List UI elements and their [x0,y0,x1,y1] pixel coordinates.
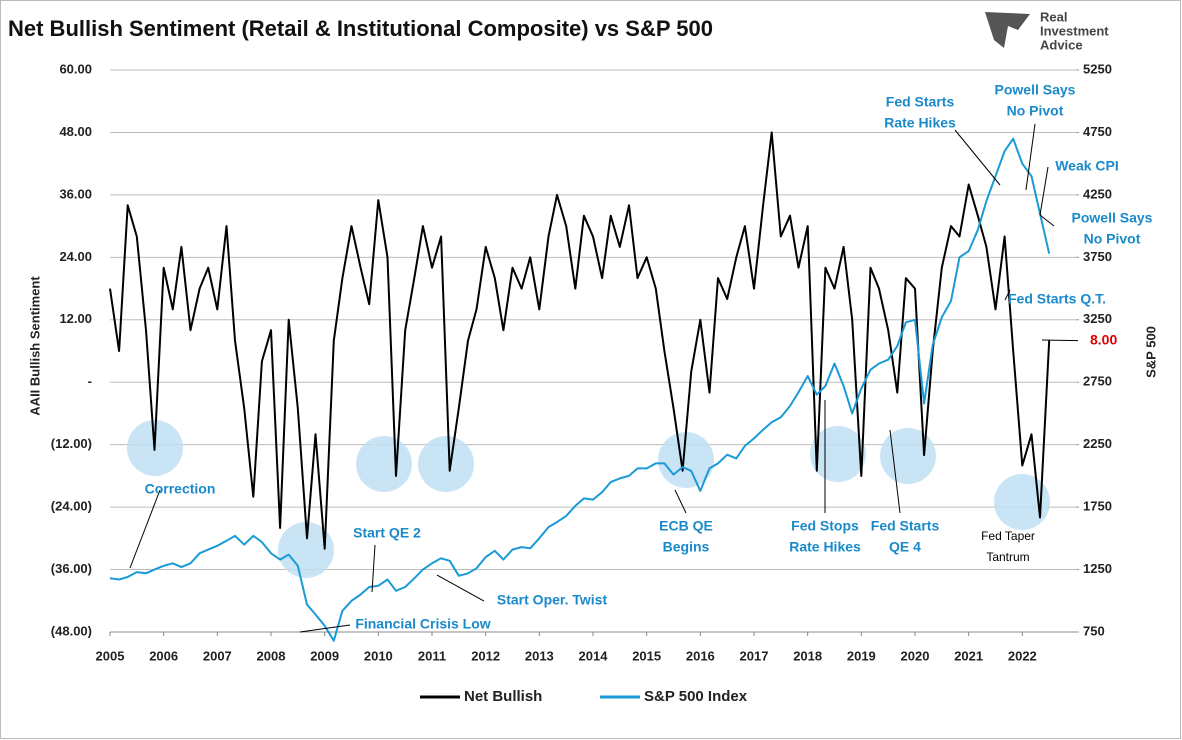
x-tick-label: 2021 [954,648,983,663]
y-tick-label: (48.00) [51,623,92,638]
annotation: Financial Crisis Low [355,616,490,632]
x-tick-label: 2019 [847,648,876,663]
annotation: Fed Taper [981,529,1035,543]
annotation: Fed Stops [791,518,859,534]
y-tick-label: 48.00 [59,124,92,139]
x-tick-label: 2005 [96,648,125,663]
annotation-leader [1025,123,1036,191]
annotation-leader [129,489,161,569]
annotation-leader [954,129,1001,186]
annotation: Rate Hikes [789,539,861,555]
x-tick-label: 2017 [740,648,769,663]
x-tick-label: 2009 [310,648,339,663]
annotation: No Pivot [1084,231,1141,247]
y2-tick-label: 4750 [1083,124,1112,139]
chart-title: Net Bullish Sentiment (Retail & Institut… [8,16,713,41]
annotation-leader [674,489,687,514]
y2-tick-label: 1250 [1083,561,1112,576]
annotation-leader [371,544,376,593]
logo-text: Real [1040,9,1067,24]
highlight-circle [880,428,936,484]
x-tick-label: 2022 [1008,648,1037,663]
annotation-leader [889,429,901,514]
legend-label: S&P 500 Index [644,688,748,705]
annotation: Tantrum [986,550,1029,564]
y-tick-label: (36.00) [51,561,92,576]
x-tick-label: 2018 [793,648,822,663]
annotation: Fed Starts Q.T. [1008,291,1106,307]
y2-tick-label: 4250 [1083,186,1112,201]
annotation-leader [436,574,485,602]
annotation: Start Oper. Twist [497,592,608,608]
annotation: Correction [145,481,216,497]
annotation-leader [1039,214,1055,227]
x-tick-label: 2020 [901,648,930,663]
highlight-circle [356,436,412,492]
annotation: QE 4 [889,539,921,555]
y2-tick-label: 750 [1083,623,1105,638]
y-tick-label: - [88,374,92,389]
y2-tick-label: 3250 [1083,311,1112,326]
annotation-leader [1039,166,1049,216]
y2-tick-label: 3750 [1083,249,1112,264]
annotation: Fed Starts [871,518,940,534]
annotation: Fed Starts [886,94,955,110]
highlight-circle [278,522,334,578]
annotation: Begins [663,539,710,555]
x-tick-label: 2006 [149,648,178,663]
highlight-circle [418,436,474,492]
y-tick-label: (24.00) [51,499,92,514]
y-axis-title: AAII Bullish Sentiment [27,276,42,416]
logo-text: Investment [1040,23,1109,38]
annotation: Start QE 2 [353,525,421,541]
x-tick-label: 2014 [579,648,609,663]
y-tick-label: (12.00) [51,436,92,451]
logo-text: Advice [1040,37,1083,52]
callout-leader [1041,339,1079,342]
y-tick-label: 24.00 [59,249,92,264]
logo: Real Investment Advice [985,9,1109,52]
legend-label: Net Bullish [464,688,542,705]
annotation-leader [299,624,351,633]
highlight-circle [810,426,866,482]
y-tick-label: 12.00 [59,311,92,326]
logo-icon [985,12,1030,48]
series-line [109,131,1051,550]
annotation: Powell Says [1072,210,1153,226]
callout-label: 8.00 [1090,331,1117,347]
y2-tick-label: 1750 [1083,499,1112,514]
x-tick-label: 2013 [525,648,554,663]
annotation: Weak CPI [1055,158,1119,174]
annotation: No Pivot [1007,103,1064,119]
series-line [109,137,1051,642]
x-tick-label: 2008 [257,648,286,663]
y2-tick-label: 5250 [1083,61,1112,76]
annotation-leader [1004,289,1011,301]
y2-tick-label: 2750 [1083,374,1112,389]
annotation: ECB QE [659,518,713,534]
annotation: Powell Says [995,82,1076,98]
y-tick-label: 36.00 [59,186,92,201]
y-tick-label: 60.00 [59,61,92,76]
x-tick-label: 2016 [686,648,715,663]
y2-axis-title: S&P 500 [1143,326,1158,378]
x-tick-label: 2012 [471,648,500,663]
annotation: Rate Hikes [884,115,956,131]
x-tick-label: 2010 [364,648,393,663]
x-tick-label: 2015 [632,648,661,663]
x-tick-label: 2011 [418,648,446,663]
y2-tick-label: 2250 [1083,436,1112,451]
x-tick-label: 2007 [203,648,232,663]
